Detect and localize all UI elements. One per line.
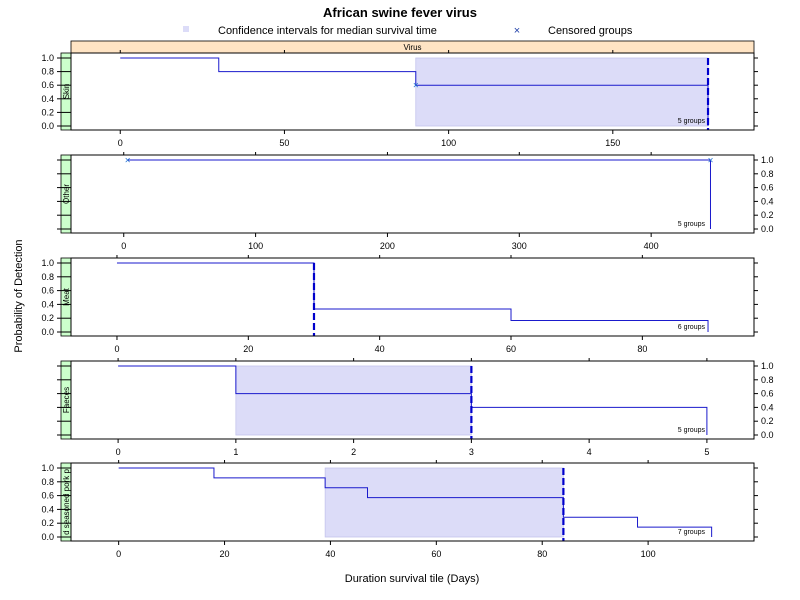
y-tick-label: 0.4 <box>761 402 774 412</box>
x-tick-label: 4 <box>587 447 592 457</box>
panel-3: Faeces 5 groups 0 1 2 3 4 5 0.0 0.2 0.4 0.6 0.8 1.0 <box>57 358 774 457</box>
censored-marker: × <box>413 81 419 92</box>
x-tick-label: 80 <box>537 549 547 559</box>
x-tick-label: 0 <box>114 344 119 354</box>
y-tick-label: 0.6 <box>41 80 54 90</box>
x-tick-label: 20 <box>243 344 253 354</box>
groups-annotation: 5 groups <box>678 427 706 434</box>
panel-1: Other × × 5 groups 0 100 200 300 400 0.0 0.2 0.4 0.6… <box>57 152 774 251</box>
panel-name-label: Meat <box>62 287 71 306</box>
panel-4: d seasoned pork p 7 groups 0 20 40 60 80 100 0.0… <box>41 460 758 559</box>
y-tick-label: 0.2 <box>761 416 774 426</box>
groups-annotation: 7 groups <box>678 529 706 536</box>
x-tick-label: 400 <box>644 241 659 251</box>
y-tick-label: 1.0 <box>761 155 774 165</box>
x-tick-label: 40 <box>375 344 385 354</box>
y-tick-label: 0.8 <box>41 272 54 282</box>
y-tick-label: 0.8 <box>761 375 774 385</box>
panel-frame <box>70 52 755 131</box>
y-tick-label: 0.2 <box>41 313 54 323</box>
x-tick-label: 100 <box>248 241 263 251</box>
y-tick-label: 0.4 <box>41 94 54 104</box>
panel-frame <box>70 462 755 542</box>
x-tick-label: 1 <box>233 447 238 457</box>
y-tick-label: 1.0 <box>41 53 54 63</box>
groups-annotation: 6 groups <box>678 324 706 331</box>
panel-0: Skin × 5 groups 0 50 100 150 0.0 0.2 0.4 0.6 0.8 1.0 <box>41 50 758 148</box>
y-tick-label: 0.0 <box>761 224 774 234</box>
y-tick-label: 0.0 <box>41 327 54 337</box>
x-tick-label: 0 <box>121 241 126 251</box>
y-tick-label: 1.0 <box>41 258 54 268</box>
panel-frame <box>70 154 755 234</box>
chart-title: African swine fever virus <box>323 5 477 20</box>
y-tick-label: 1.0 <box>761 361 774 371</box>
panel-name-label: Skin <box>62 84 71 100</box>
x-tick-label: 60 <box>431 549 441 559</box>
y-tick-label: 0.8 <box>41 67 54 77</box>
y-tick-label: 0.0 <box>761 430 774 440</box>
panel-name-label: Faeces <box>62 387 71 413</box>
y-tick-label: 0.2 <box>761 210 774 220</box>
y-tick-label: 0.4 <box>41 299 54 309</box>
y-tick-label: 0.4 <box>41 504 54 514</box>
panel-2: Meat 6 groups 0 20 40 60 80 0.0 0.2 0.4 0.6 0.8 1.0 <box>41 255 758 354</box>
y-tick-label: 0.2 <box>41 107 54 117</box>
y-tick-label: 0.2 <box>41 518 54 528</box>
censored-marker: × <box>708 156 714 167</box>
x-tick-label: 40 <box>325 549 335 559</box>
legend-ci-swatch <box>183 26 189 32</box>
x-tick-label: 200 <box>380 241 395 251</box>
survival-step-line <box>127 159 711 229</box>
y-tick-label: 0.6 <box>41 286 54 296</box>
x-tick-label: 20 <box>220 549 230 559</box>
legend-censored-marker: × <box>514 25 520 37</box>
ci-band <box>324 467 564 538</box>
panel-name-label: d seasoned pork p <box>62 469 71 535</box>
survival-step-line <box>116 262 709 332</box>
panel-frame <box>70 257 755 337</box>
y-axis-title: Probability of Detection <box>13 239 25 352</box>
x-tick-label: 100 <box>641 549 656 559</box>
y-tick-label: 0.8 <box>761 169 774 179</box>
censored-marker: × <box>125 156 131 167</box>
x-tick-label: 0 <box>116 549 121 559</box>
x-tick-label: 0 <box>116 447 121 457</box>
x-tick-label: 5 <box>704 447 709 457</box>
y-tick-label: 0.6 <box>761 183 774 193</box>
y-tick-label: 1.0 <box>41 463 54 473</box>
survival-step-line <box>120 57 709 126</box>
x-tick-label: 150 <box>605 138 620 148</box>
x-tick-label: 60 <box>506 344 516 354</box>
ci-band <box>235 365 472 436</box>
x-tick-label: 3 <box>469 447 474 457</box>
x-tick-label: 300 <box>512 241 527 251</box>
panel-name-label: Other <box>62 184 71 204</box>
x-tick-label: 80 <box>637 344 647 354</box>
x-tick-label: 2 <box>351 447 356 457</box>
x-tick-label: 0 <box>118 138 123 148</box>
groups-annotation: 5 groups <box>678 221 706 228</box>
legend-ci-label: Confidence intervals for median survival… <box>218 25 437 37</box>
y-tick-label: 0.6 <box>761 389 774 399</box>
groups-annotation: 5 groups <box>678 118 706 125</box>
y-tick-label: 0.6 <box>41 491 54 501</box>
strip-top-label: Virus <box>403 43 421 52</box>
y-tick-label: 0.4 <box>761 196 774 206</box>
x-tick-label: 50 <box>279 138 289 148</box>
survival-step-line <box>118 467 713 537</box>
x-tick-label: 100 <box>441 138 456 148</box>
survival-step-line <box>118 365 708 435</box>
x-axis-title: Duration survival tile (Days) <box>345 573 479 585</box>
y-tick-label: 0.0 <box>41 121 54 131</box>
panel-frame <box>70 360 755 440</box>
legend-censored-label: Censored groups <box>548 25 633 37</box>
y-tick-label: 0.0 <box>41 532 54 542</box>
legend: Confidence intervals for median survival… <box>183 25 633 37</box>
y-tick-label: 0.8 <box>41 477 54 487</box>
ci-band <box>415 57 709 127</box>
